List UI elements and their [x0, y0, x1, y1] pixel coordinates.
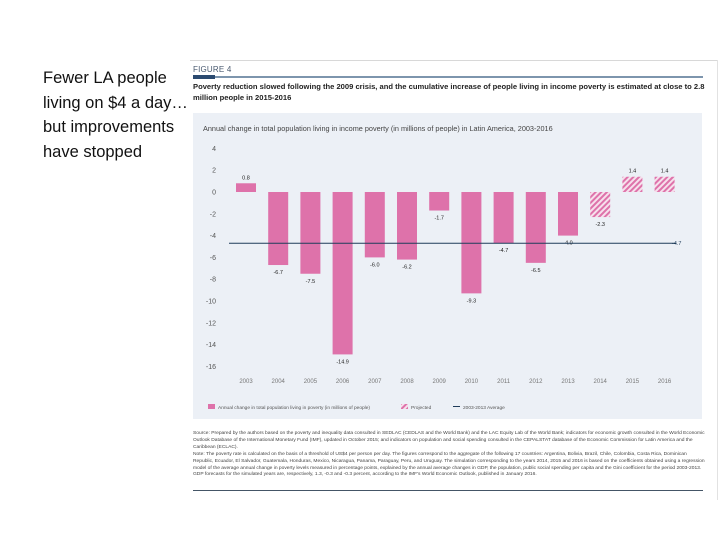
- bar: [268, 192, 289, 266]
- figure-source: Source: Prepared by the authors based on…: [193, 431, 705, 450]
- y-tick-label: -14: [206, 342, 216, 349]
- projected-bar: [654, 176, 675, 192]
- figure-note: Note: The poverty rate is calculated on …: [193, 451, 705, 478]
- x-tick-label: 2016: [658, 379, 672, 385]
- data-label: -7.5: [306, 279, 315, 285]
- slide-top-border: [190, 60, 718, 61]
- x-tick-label: 2003: [239, 379, 253, 385]
- x-tick-label: 2009: [433, 379, 447, 385]
- bar: [397, 192, 417, 260]
- data-label: 0.8: [242, 175, 250, 181]
- data-label: 1.4: [661, 169, 669, 175]
- figure-footnote: Source: Prepared by the authors based on…: [193, 431, 705, 479]
- x-tick-label: 2007: [368, 379, 382, 385]
- x-tick-label: 2015: [626, 379, 640, 385]
- average-label: -4.7: [672, 241, 681, 247]
- x-tick-label: 2011: [497, 379, 511, 385]
- bar: [300, 192, 321, 274]
- x-tick-label: 2012: [529, 379, 543, 385]
- legend-swatch-bar: [208, 404, 215, 409]
- figure-title: Poverty reduction slowed following the 2…: [193, 82, 705, 102]
- legend-swatch-projected: [401, 404, 408, 409]
- bar: [461, 192, 482, 294]
- legend-label-projected: Projected: [411, 405, 432, 411]
- y-tick-label: -10: [206, 299, 216, 306]
- y-tick-label: -2: [210, 211, 216, 218]
- bar: [332, 192, 353, 355]
- bar: [236, 183, 256, 192]
- figure-rule: [193, 76, 703, 78]
- y-tick-label: 0: [212, 190, 216, 197]
- y-tick-label: -12: [206, 320, 216, 327]
- y-tick-label: -16: [206, 364, 216, 371]
- data-label: 1.4: [629, 169, 637, 175]
- data-label: -6.2: [402, 265, 411, 271]
- slide-right-border: [717, 60, 718, 500]
- projected-bar: [622, 176, 643, 192]
- legend-label-bar: Annual change in total population living…: [218, 405, 370, 411]
- figure-label: FIGURE 4: [193, 65, 232, 74]
- legend-label-average: 2003-2013 Average: [463, 405, 505, 411]
- data-label: -2.3: [595, 222, 604, 228]
- y-tick-label: -4: [210, 233, 216, 240]
- bar: [525, 192, 546, 263]
- y-tick-label: -6: [210, 255, 216, 262]
- x-tick-label: 2013: [561, 379, 575, 385]
- x-tick-label: 2006: [336, 379, 350, 385]
- x-tick-label: 2008: [400, 379, 414, 385]
- y-tick-label: 4: [212, 146, 216, 153]
- data-label: -1.7: [434, 216, 443, 222]
- data-label: -4.7: [499, 248, 508, 254]
- chart-panel: [193, 113, 702, 419]
- data-label: -6.5: [531, 268, 540, 274]
- x-tick-label: 2004: [272, 379, 286, 385]
- bar: [558, 192, 578, 236]
- projected-bar: [590, 192, 611, 218]
- data-label: -9.3: [467, 298, 476, 304]
- y-tick-label: -8: [210, 277, 216, 284]
- chart-title: Annual change in total population living…: [203, 124, 553, 133]
- x-tick-label: 2010: [465, 379, 479, 385]
- footnote-rule: [193, 490, 703, 491]
- figure-rule-accent: [193, 75, 215, 79]
- y-tick-label: 2: [212, 168, 216, 175]
- data-label: -6.0: [370, 262, 379, 268]
- data-label: -6.7: [273, 270, 282, 276]
- bar: [429, 192, 450, 211]
- x-tick-label: 2005: [304, 379, 318, 385]
- x-tick-label: 2014: [594, 379, 608, 385]
- bar: [364, 192, 385, 258]
- bar: [493, 192, 514, 244]
- data-label: -14.9: [336, 359, 349, 365]
- slide-heading: Fewer LA people living on $4 a day… but …: [43, 69, 188, 161]
